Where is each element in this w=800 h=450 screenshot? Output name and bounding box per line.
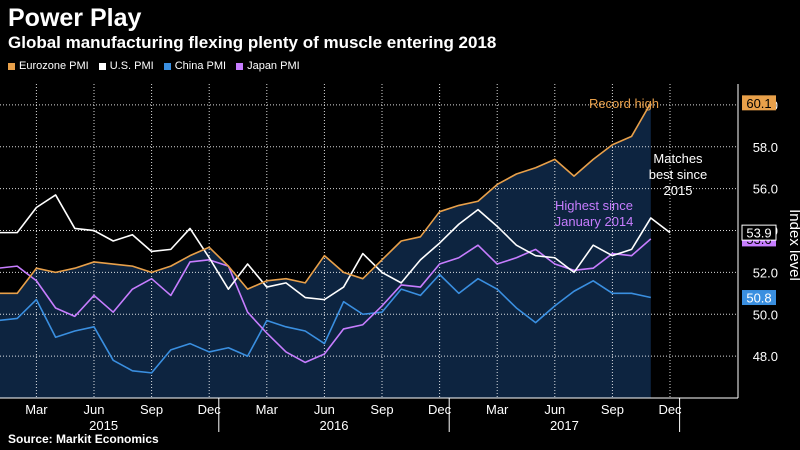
y-tick-label: 48.0	[753, 349, 778, 364]
y-axis-label: Index level	[786, 209, 800, 281]
legend-label-eurozone: Eurozone PMI	[19, 60, 89, 72]
annotation-japan: January 2014	[555, 214, 634, 229]
x-tick-label: Sep	[601, 402, 624, 417]
chart-legend: Eurozone PMI U.S. PMI China PMI Japan PM…	[8, 60, 300, 72]
series-line-china	[0, 273, 651, 374]
chart-title: Power Play	[8, 4, 142, 32]
legend-swatch-japan	[236, 62, 244, 70]
end-tag-china	[742, 290, 776, 306]
legend-swatch-us	[98, 62, 106, 70]
series-line-eurozone	[0, 102, 652, 295]
annotation-us: best since	[649, 167, 708, 182]
annotation-us: Matches	[653, 151, 703, 166]
end-tag-eurozone	[742, 95, 776, 111]
legend-item-japan: Japan PMI	[236, 60, 300, 72]
legend-label-japan: Japan PMI	[247, 60, 300, 72]
x-tick-label: Sep	[140, 402, 163, 417]
y-tick-label: 50.0	[753, 307, 778, 322]
legend-item-china: China PMI	[163, 60, 227, 72]
x-year-label: 2016	[320, 418, 349, 433]
area-fill-eurozone	[0, 102, 651, 398]
source-note: Source: Markit Economics	[8, 432, 159, 446]
legend-label-china: China PMI	[174, 60, 227, 72]
x-tick-label: Dec	[658, 402, 682, 417]
x-tick-label: Sep	[370, 402, 393, 417]
y-tick-label: 58.0	[753, 140, 778, 155]
legend-swatch-china	[163, 62, 171, 70]
x-tick-label: Mar	[256, 402, 279, 417]
x-tick-label: Mar	[25, 402, 48, 417]
annotation-japan: Highest since	[555, 198, 633, 213]
legend-item-eurozone: Eurozone PMI	[8, 60, 89, 72]
x-tick-label: Jun	[84, 402, 105, 417]
legend-label-us: U.S. PMI	[109, 60, 154, 72]
x-tick-label: Jun	[544, 402, 565, 417]
end-value-china: 50.8	[746, 291, 771, 306]
annotation-us: 2015	[664, 183, 693, 198]
end-value-us: 53.9	[746, 226, 771, 241]
x-tick-label: Dec	[428, 402, 452, 417]
series-line-us	[0, 194, 671, 301]
legend-swatch-eurozone	[8, 62, 15, 70]
chart-subtitle: Global manufacturing flexing plenty of m…	[8, 33, 497, 52]
x-year-label: 2017	[550, 418, 579, 433]
end-value-eurozone: 60.1	[746, 96, 771, 111]
x-tick-label: Dec	[198, 402, 222, 417]
legend-item-us: U.S. PMI	[98, 60, 154, 72]
y-tick-label: 56.0	[753, 182, 778, 197]
end-tag-us	[741, 224, 777, 241]
x-year-label: 2015	[89, 418, 118, 433]
y-tick-label: 52.0	[753, 265, 778, 280]
series-line-japan	[0, 238, 652, 364]
x-tick-label: Jun	[314, 402, 335, 417]
x-tick-label: Mar	[486, 402, 509, 417]
annotation-eurozone: Record high	[589, 96, 659, 111]
